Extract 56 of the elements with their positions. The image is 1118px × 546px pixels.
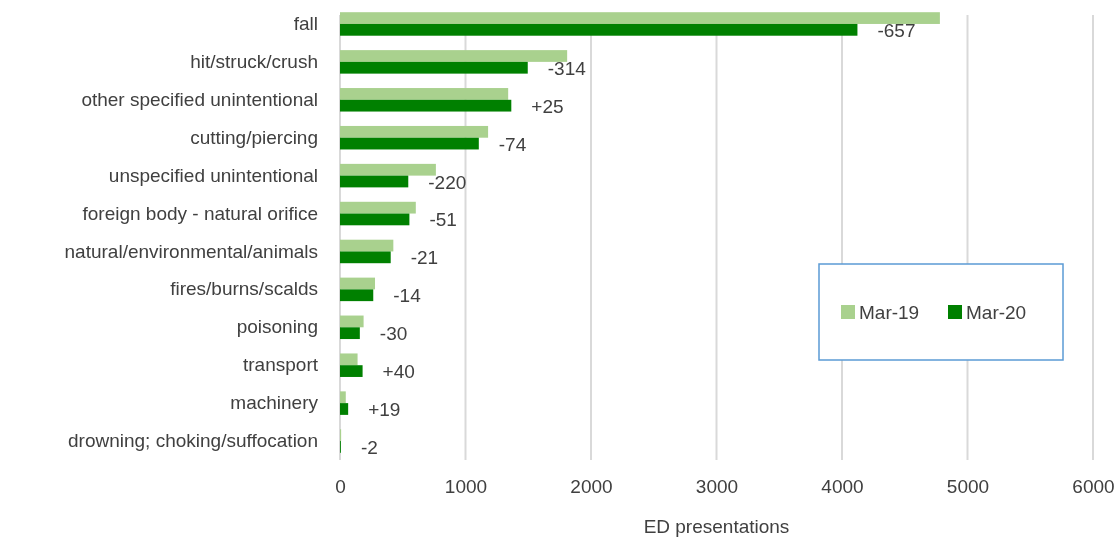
y-tick-label: machinery	[230, 392, 319, 414]
bar	[340, 403, 349, 415]
bar	[340, 353, 358, 366]
bar	[340, 365, 363, 377]
bar	[340, 163, 436, 176]
y-tick-label: transport	[243, 354, 319, 376]
annotation: -51	[429, 209, 457, 231]
bar	[340, 137, 479, 150]
annotation: -30	[379, 323, 408, 345]
y-tick-label: foreign body - natural orifice	[82, 202, 318, 224]
legend-label: Mar-20	[966, 302, 1027, 323]
bar	[340, 61, 528, 74]
bar	[340, 213, 410, 226]
bar	[340, 125, 489, 138]
x-tick-label: 3000	[695, 476, 739, 498]
annotation: -314	[547, 57, 587, 79]
bar	[340, 277, 376, 290]
x-tick-label: 6000	[1072, 476, 1115, 498]
annotation: -74	[498, 133, 527, 155]
bar	[340, 23, 858, 36]
annotation: -14	[393, 285, 422, 307]
bar	[340, 12, 940, 24]
annotation: +25	[531, 95, 564, 117]
bar	[340, 239, 394, 252]
x-axis-title: ED presentations	[643, 516, 790, 537]
bar	[340, 175, 409, 188]
annotation: -220	[428, 171, 467, 193]
bar	[340, 315, 364, 328]
bar	[340, 289, 374, 302]
bar	[340, 327, 360, 340]
bar	[340, 88, 509, 100]
annotation: -657	[877, 19, 916, 41]
bar	[340, 391, 346, 404]
y-tick-label: drowning; choking/suffocation	[68, 430, 318, 452]
annotation: -2	[360, 436, 378, 458]
y-tick-label: fall	[293, 13, 318, 35]
y-tick-label: other specified unintentional	[81, 88, 318, 110]
x-tick-label: 4000	[821, 476, 864, 498]
y-tick-label: unspecified unintentional	[108, 164, 318, 186]
y-tick-label: poisoning	[236, 316, 318, 338]
y-tick-label: hit/struck/crush	[190, 50, 318, 72]
x-tick-label: 5000	[946, 476, 990, 498]
legend-label: Mar-19	[859, 302, 920, 323]
annotation: +40	[382, 361, 415, 383]
y-tick-label: cutting/piercing	[190, 126, 318, 148]
x-tick-label: 2000	[570, 476, 613, 498]
y-tick-label: natural/environmental/animals	[64, 240, 318, 262]
bar	[340, 251, 391, 264]
x-tick-label: 0	[335, 476, 346, 498]
bar	[340, 99, 512, 112]
bar	[340, 201, 416, 214]
annotation: -21	[410, 247, 439, 269]
y-tick-label: fires/burns/scalds	[170, 278, 318, 300]
x-tick-label: 1000	[444, 476, 488, 498]
annotation: +19	[368, 399, 401, 420]
bar	[340, 50, 568, 62]
